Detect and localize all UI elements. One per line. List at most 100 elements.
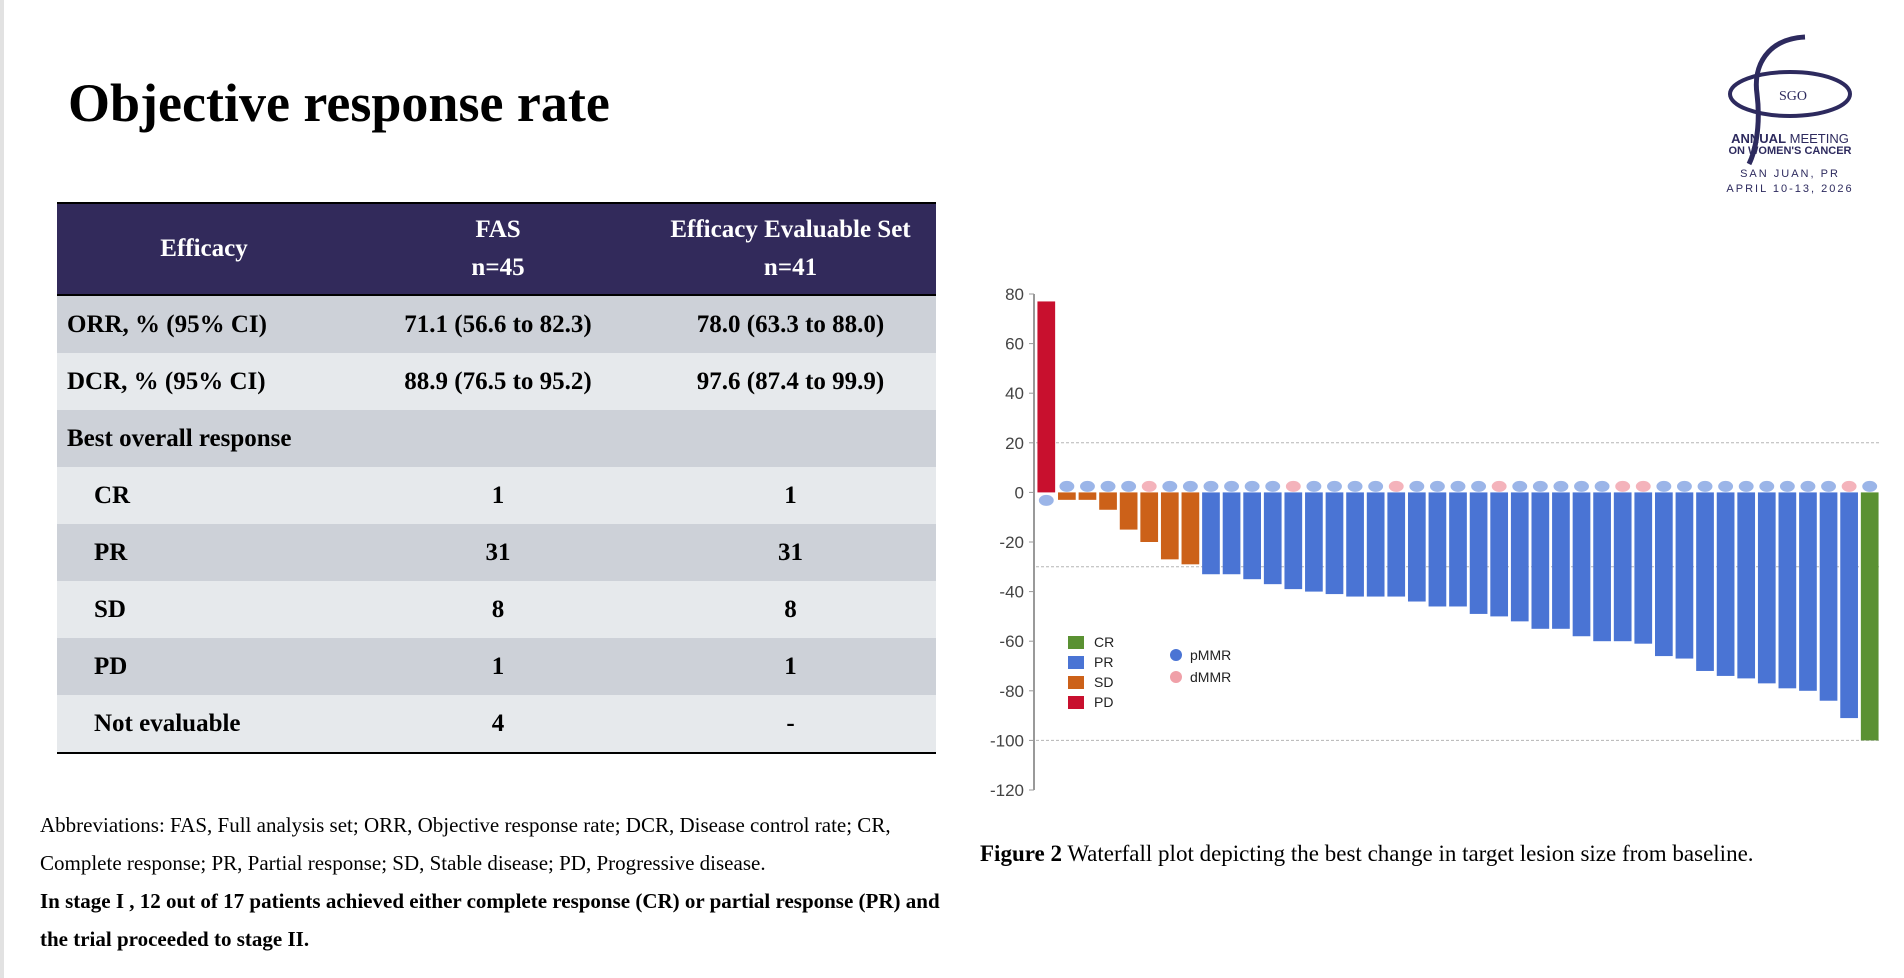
row-fas: 1	[351, 467, 645, 524]
mmr-dot	[1100, 480, 1116, 492]
legend-label: PD	[1094, 694, 1113, 710]
mmr-dot	[1409, 480, 1425, 492]
waterfall-bar	[1160, 492, 1179, 560]
row-fas: 31	[351, 524, 645, 581]
mmr-dot	[1491, 480, 1507, 492]
mmr-dot	[1759, 480, 1775, 492]
row-label: DCR, % (95% CI)	[57, 353, 351, 410]
row-fas: 4	[351, 695, 645, 754]
row-ees: -	[645, 695, 936, 754]
logo-ring-icon	[1728, 70, 1852, 118]
table-row: PR 31 31	[57, 524, 936, 581]
waterfall-chart: 80 60 40 20 0 -20 -40 -60 -80 -100 -120 CR PR SD PD pMM…	[990, 285, 1880, 800]
legend-label: dMMR	[1190, 669, 1231, 685]
caption-text: Waterfall plot depicting the best change…	[1061, 841, 1754, 866]
row-fas: 1	[351, 638, 645, 695]
waterfall-bar	[1737, 492, 1756, 679]
waterfall-bar	[1099, 492, 1117, 510]
mmr-dot	[1038, 494, 1054, 506]
row-label: ORR, % (95% CI)	[57, 295, 351, 353]
logo-annual: ANNUAL	[1731, 131, 1787, 146]
waterfall-bar	[1593, 492, 1611, 642]
y-tick-label: 60	[1005, 335, 1024, 354]
y-tick-label: -20	[999, 533, 1024, 552]
header-ees-title: Efficacy Evaluable Set	[670, 216, 911, 243]
mmr-dot	[1862, 480, 1878, 492]
mmr-dot	[1697, 480, 1713, 492]
row-label: PR	[57, 524, 351, 581]
waterfall-bar	[1449, 492, 1467, 607]
waterfall-bar	[1552, 492, 1570, 629]
waterfall-bar	[1407, 492, 1426, 602]
row-ees: 31	[645, 524, 936, 581]
mmr-dot	[1429, 480, 1445, 492]
table-row: Best overall response	[57, 410, 936, 467]
mmr-dot	[1635, 480, 1651, 492]
waterfall-bar	[1202, 492, 1220, 575]
mmr-dot	[1388, 480, 1404, 492]
row-ees: 1	[645, 638, 936, 695]
legend-swatch	[1068, 656, 1084, 669]
waterfall-bar	[1490, 492, 1509, 617]
y-tick-label: -120	[990, 781, 1024, 800]
waterfall-bar	[1325, 492, 1344, 595]
table-row: ORR, % (95% CI) 71.1 (56.6 to 82.3) 78.0…	[57, 295, 936, 353]
waterfall-bar	[1510, 492, 1529, 622]
waterfall-bar	[1531, 492, 1550, 629]
waterfall-bar	[1675, 492, 1694, 659]
waterfall-bar	[1366, 492, 1385, 597]
mmr-dot	[1718, 480, 1734, 492]
waterfall-bar	[1222, 492, 1241, 575]
y-tick-label: 40	[1005, 384, 1024, 403]
left-edge-bar	[0, 0, 4, 978]
header-efficacy: Efficacy	[57, 202, 351, 296]
mmr-dot	[1677, 480, 1692, 492]
waterfall-bar	[1819, 492, 1838, 701]
waterfall-bar	[1757, 492, 1776, 684]
row-ees: 1	[645, 467, 936, 524]
logo-mark: SGO	[1779, 89, 1807, 104]
row-ees: 8	[645, 581, 936, 638]
mmr-dot	[1265, 480, 1281, 492]
table-row: Not evaluable 4 -	[57, 695, 936, 754]
header-fas-title: FAS	[475, 216, 521, 243]
mmr-dot	[1162, 480, 1178, 492]
mmr-dot	[1244, 480, 1260, 492]
waterfall-bar	[1469, 492, 1488, 614]
mmr-dot	[1779, 480, 1795, 492]
waterfall-bar	[1860, 492, 1879, 741]
waterfall-bar	[1634, 492, 1653, 644]
stage-note: In stage I , 12 out of 17 patients achie…	[40, 889, 940, 951]
legend-dot	[1170, 671, 1182, 683]
mmr-dot	[1821, 480, 1836, 492]
mmr-dot	[1656, 480, 1672, 492]
row-label: Not evaluable	[57, 695, 351, 754]
table-row: SD 8 8	[57, 581, 936, 638]
logo-dates: APRIL 10-13, 2026	[1726, 183, 1854, 195]
figure-caption: Figure 2 Waterfall plot depicting the be…	[980, 841, 1754, 867]
legend-label: CR	[1094, 634, 1114, 650]
y-tick-label: -40	[999, 583, 1024, 602]
header-ees: Efficacy Evaluable Set n=41	[645, 202, 936, 296]
row-fas: 8	[351, 581, 645, 638]
mmr-dot	[1574, 480, 1589, 492]
row-label: SD	[57, 581, 351, 638]
y-tick-label: -100	[990, 731, 1024, 750]
waterfall-bar	[1799, 492, 1817, 691]
mmr-dot	[1841, 480, 1857, 492]
mmr-dot	[1368, 480, 1384, 492]
waterfall-bar	[1428, 492, 1447, 607]
logo-on: ON	[1728, 145, 1749, 157]
y-tick-label: 20	[1005, 434, 1024, 453]
mmr-dot	[1224, 480, 1239, 492]
y-tick-label: -60	[999, 632, 1024, 651]
waterfall-bar	[1655, 492, 1673, 657]
abbreviations-note: Abbreviations: FAS, Full analysis set; O…	[40, 813, 891, 875]
page-title: Objective response rate	[68, 73, 610, 133]
waterfall-bar	[1572, 492, 1591, 637]
waterfall-bar	[1243, 492, 1261, 580]
mmr-dot	[1615, 480, 1631, 492]
waterfall-bar	[1778, 492, 1797, 689]
legend-swatch	[1068, 696, 1084, 709]
waterfall-bar	[1613, 492, 1632, 642]
